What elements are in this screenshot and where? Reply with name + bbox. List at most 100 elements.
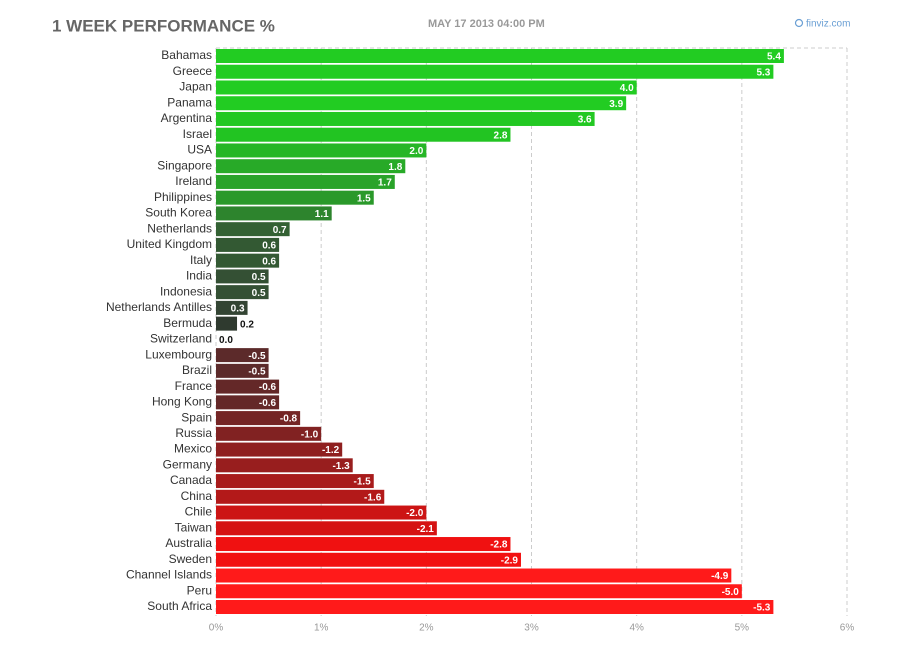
y-tick-label: Bahamas bbox=[161, 48, 212, 62]
y-tick-label: Spain bbox=[181, 410, 212, 424]
y-tick-label: Germany bbox=[163, 457, 212, 471]
x-tick-label: 0% bbox=[209, 623, 224, 634]
value-label: 3.6 bbox=[578, 115, 592, 126]
y-tick-label: Singapore bbox=[157, 158, 212, 172]
bar bbox=[216, 285, 269, 300]
y-tick-label: Canada bbox=[170, 473, 212, 487]
value-label: 0.6 bbox=[262, 256, 276, 267]
y-tick-label: Ireland bbox=[175, 174, 212, 188]
bar bbox=[216, 174, 395, 189]
bar bbox=[216, 521, 437, 536]
x-tick-label: 4% bbox=[629, 623, 644, 634]
bar bbox=[216, 222, 290, 237]
bar bbox=[216, 395, 280, 410]
bar bbox=[216, 537, 511, 552]
value-label: -1.6 bbox=[364, 492, 382, 503]
y-tick-label: United Kingdom bbox=[127, 237, 212, 251]
y-tick-label: Chile bbox=[185, 505, 213, 519]
y-tick-label: Netherlands Antilles bbox=[106, 300, 212, 314]
bar bbox=[216, 49, 784, 63]
bar bbox=[216, 190, 374, 205]
value-label: -2.9 bbox=[501, 555, 519, 566]
y-tick-label: Indonesia bbox=[160, 284, 212, 298]
bar bbox=[216, 584, 742, 599]
bar bbox=[216, 505, 427, 520]
value-label: 0.2 bbox=[240, 319, 254, 330]
y-tick-label: Israel bbox=[183, 127, 212, 141]
value-label: 4.0 bbox=[620, 83, 634, 94]
bar bbox=[216, 143, 427, 158]
bar bbox=[216, 269, 269, 284]
bar bbox=[216, 600, 774, 614]
value-label: -1.3 bbox=[332, 461, 350, 472]
value-label: 0.0 bbox=[219, 335, 233, 346]
bar bbox=[216, 363, 269, 378]
value-label: 0.3 bbox=[231, 304, 245, 315]
bar bbox=[216, 379, 280, 394]
bar bbox=[216, 300, 248, 315]
value-label: 3.9 bbox=[609, 99, 623, 110]
value-label: 5.3 bbox=[756, 67, 770, 78]
value-label: -2.8 bbox=[490, 540, 508, 551]
y-tick-label: Bermuda bbox=[163, 316, 212, 330]
value-label: -0.6 bbox=[259, 382, 277, 393]
bar bbox=[216, 96, 627, 111]
value-label: 0.5 bbox=[252, 288, 266, 299]
y-tick-label: Panama bbox=[167, 95, 212, 109]
source-icon bbox=[794, 18, 804, 28]
value-label: -5.3 bbox=[753, 603, 771, 614]
y-tick-label: Brazil bbox=[182, 363, 212, 377]
bar bbox=[216, 552, 521, 567]
y-tick-label: Netherlands bbox=[147, 221, 212, 235]
value-label: 1.8 bbox=[388, 162, 402, 173]
value-label: 1.1 bbox=[315, 209, 329, 220]
y-tick-label: Luxembourg bbox=[145, 347, 212, 361]
bar bbox=[216, 64, 774, 79]
bar bbox=[216, 237, 280, 252]
x-tick-label: 2% bbox=[419, 623, 434, 634]
chart-title: 1 WEEK PERFORMANCE % bbox=[52, 16, 275, 35]
value-label: -2.0 bbox=[406, 508, 424, 519]
y-tick-label: South Africa bbox=[147, 599, 212, 613]
bar bbox=[216, 111, 595, 126]
value-label: -1.5 bbox=[354, 477, 372, 488]
value-label: -0.8 bbox=[280, 414, 298, 425]
bar bbox=[216, 206, 332, 221]
value-label: 0.6 bbox=[262, 241, 276, 252]
y-tick-label: Japan bbox=[179, 80, 212, 94]
value-label: -4.9 bbox=[711, 571, 729, 582]
value-label: -0.5 bbox=[248, 366, 266, 377]
y-tick-label: India bbox=[186, 269, 212, 283]
bar bbox=[216, 316, 238, 331]
value-label: -0.5 bbox=[248, 351, 266, 362]
value-label: -5.0 bbox=[722, 587, 740, 598]
value-label: 0.7 bbox=[273, 225, 287, 236]
x-tick-label: 1% bbox=[314, 623, 329, 634]
bar bbox=[216, 411, 301, 426]
y-tick-label: Russia bbox=[175, 426, 212, 440]
bar bbox=[216, 426, 322, 441]
source[interactable]: finviz.com bbox=[806, 19, 850, 30]
y-tick-label: South Korea bbox=[145, 206, 212, 220]
y-tick-label: Argentina bbox=[161, 111, 213, 125]
y-tick-label: Hong Kong bbox=[152, 395, 212, 409]
bar bbox=[216, 489, 385, 504]
y-tick-label: China bbox=[181, 489, 213, 503]
y-tick-label: Philippines bbox=[154, 190, 212, 204]
bar bbox=[216, 442, 343, 457]
y-tick-label: Peru bbox=[187, 583, 212, 597]
bar bbox=[216, 80, 637, 95]
y-tick-label: Switzerland bbox=[150, 332, 212, 346]
y-tick-label: France bbox=[175, 379, 213, 393]
y-tick-label: Channel Islands bbox=[126, 568, 212, 582]
value-label: 2.8 bbox=[494, 130, 508, 141]
bar bbox=[216, 159, 406, 174]
chart-subtitle: MAY 17 2013 04:00 PM bbox=[428, 18, 545, 30]
y-tick-label: Taiwan bbox=[175, 520, 212, 534]
value-label: 1.7 bbox=[378, 178, 392, 189]
value-label: 1.5 bbox=[357, 193, 371, 204]
bar bbox=[216, 253, 280, 268]
y-tick-label: Sweden bbox=[169, 552, 212, 566]
y-tick-label: Mexico bbox=[174, 442, 212, 456]
